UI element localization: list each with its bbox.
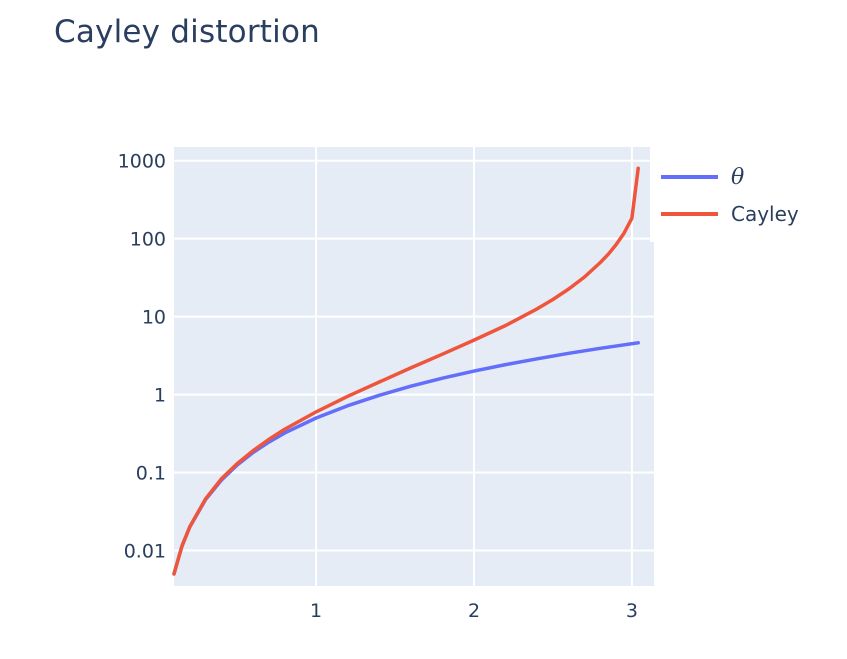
y-tick-label: 1 bbox=[154, 385, 166, 407]
y-tick-labels: 0.01 0.1 1 10 100 1000 bbox=[118, 151, 166, 563]
x-tick-label: 1 bbox=[310, 600, 322, 622]
x-tick-labels: 1 2 3 bbox=[310, 600, 638, 622]
series-line-1 bbox=[172, 166, 640, 576]
legend-item-1[interactable]: Cayley bbox=[661, 202, 799, 226]
chart-title: Cayley distortion bbox=[54, 14, 320, 50]
y-tick-label: 1000 bbox=[118, 151, 166, 173]
y-tick-label: 10 bbox=[142, 307, 166, 329]
legend-label: θ bbox=[731, 165, 744, 190]
y-gridlines bbox=[174, 159, 654, 552]
x-tick-label: 2 bbox=[468, 600, 480, 622]
legend[interactable]: θ Cayley bbox=[650, 147, 840, 242]
legend-label: Cayley bbox=[731, 202, 799, 226]
y-tick-label: 100 bbox=[130, 229, 166, 251]
x-tick-label: 3 bbox=[626, 600, 638, 622]
y-tick-label: 0.1 bbox=[136, 463, 166, 485]
legend-item-0[interactable]: θ bbox=[661, 165, 744, 190]
series-lines bbox=[172, 166, 640, 576]
y-tick-label: 0.01 bbox=[124, 540, 166, 562]
legend-box bbox=[650, 147, 840, 242]
